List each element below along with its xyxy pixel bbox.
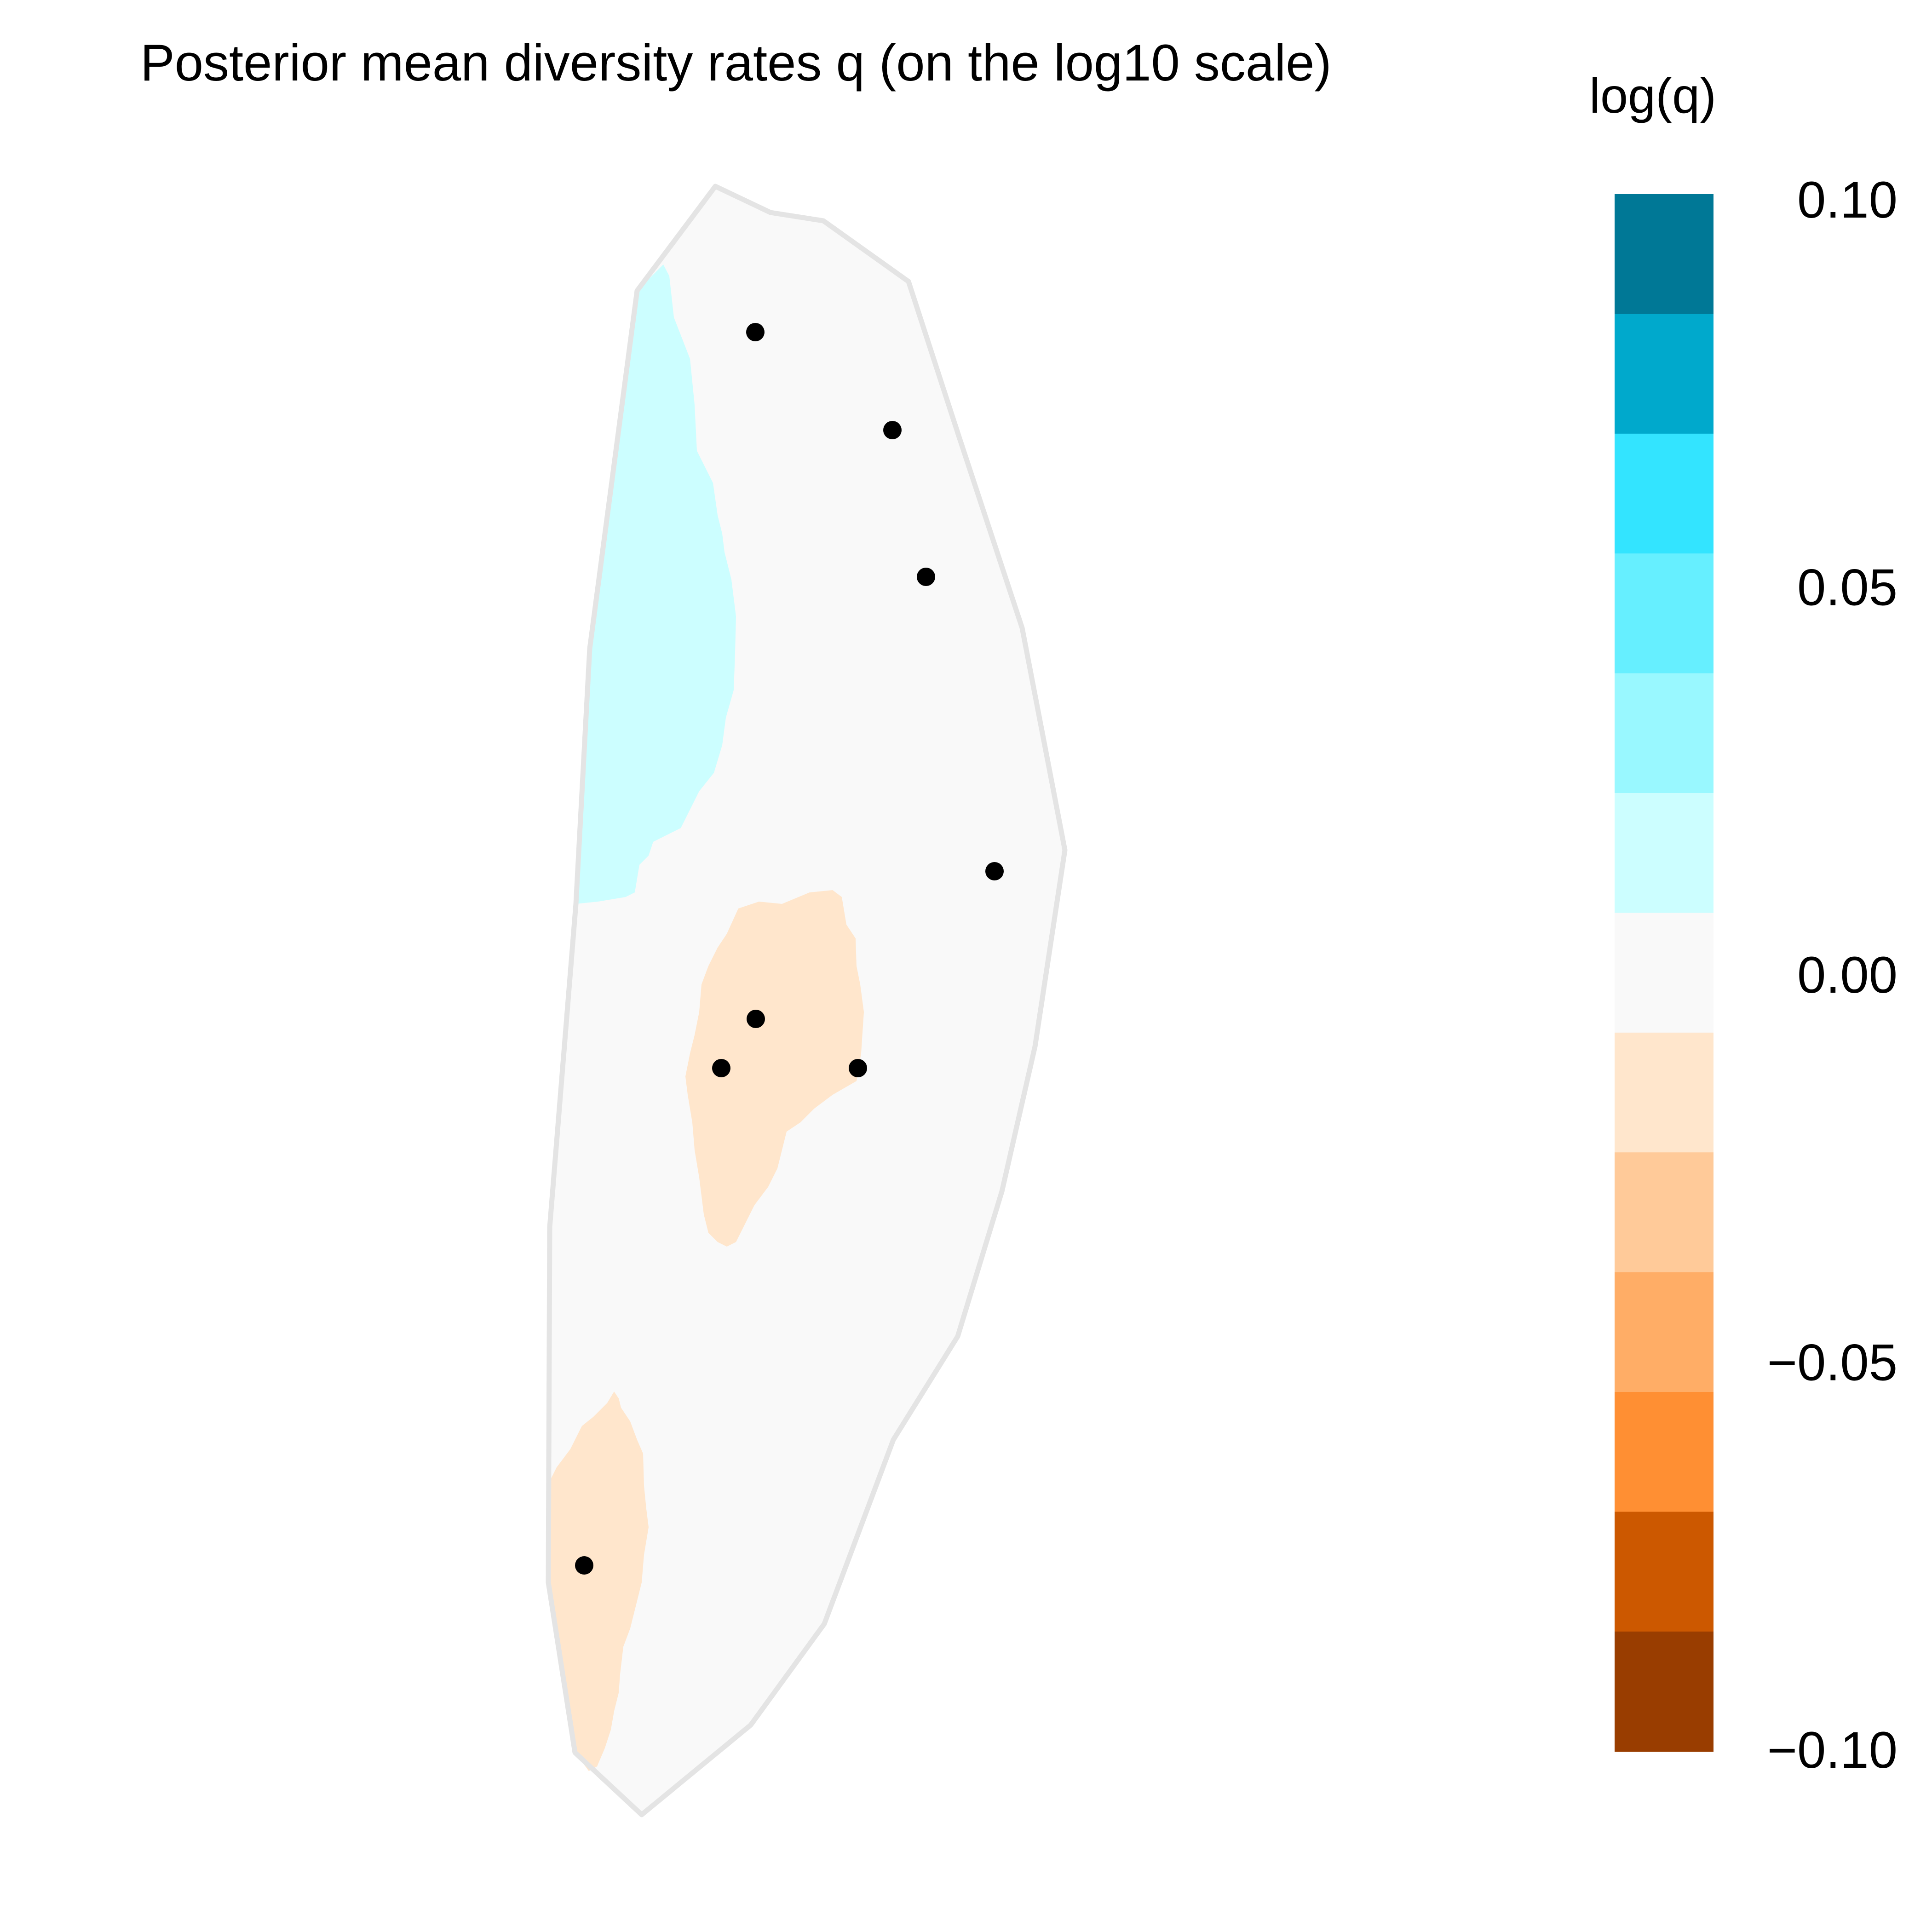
legend-color-bin bbox=[1615, 1512, 1714, 1632]
sample-point bbox=[746, 323, 765, 341]
legend-tick-label: −0.05 bbox=[1767, 1334, 1898, 1392]
map-layer bbox=[546, 184, 1068, 1817]
legend-color-bin bbox=[1615, 1392, 1714, 1512]
legend-colorbar bbox=[1615, 194, 1714, 1752]
sample-point bbox=[712, 1059, 730, 1077]
legend-tick-label: −0.10 bbox=[1767, 1721, 1898, 1779]
legend-color-bin bbox=[1615, 1272, 1714, 1392]
legend-tick-label: 0.00 bbox=[1797, 946, 1898, 1004]
sample-point bbox=[883, 421, 902, 439]
sample-point bbox=[917, 568, 935, 586]
legend-title: log(q) bbox=[1589, 68, 1716, 123]
legend-color-bin bbox=[1615, 1631, 1714, 1752]
chart-title: Posterior mean diversity rates q (on the… bbox=[140, 34, 1332, 92]
legend-color-bin bbox=[1615, 1152, 1714, 1273]
sample-point bbox=[747, 1010, 765, 1028]
legend-color-bin bbox=[1615, 793, 1714, 914]
high-diversity-region bbox=[576, 264, 736, 904]
legend-color-bin bbox=[1615, 553, 1714, 674]
legend: log(q) 0.10 0.05 0.00 −0.05 −0.10 bbox=[1589, 68, 1898, 1779]
legend-color-bin bbox=[1615, 913, 1714, 1033]
legend-color-bin bbox=[1615, 194, 1714, 315]
legend-ticks: 0.10 0.05 0.00 −0.05 −0.10 bbox=[1767, 171, 1898, 1779]
low-diversity-region-central bbox=[685, 890, 864, 1247]
legend-tick-label: 0.10 bbox=[1797, 171, 1898, 229]
legend-color-bin bbox=[1615, 1032, 1714, 1153]
legend-color-bin bbox=[1615, 433, 1714, 554]
legend-tick-label: 0.05 bbox=[1797, 559, 1898, 616]
sample-point bbox=[575, 1556, 593, 1575]
habitat-boundary bbox=[546, 184, 1068, 1817]
low-diversity-region-south bbox=[548, 1392, 649, 1771]
sample-points bbox=[575, 323, 1004, 1575]
legend-color-bin bbox=[1615, 673, 1714, 794]
sample-point bbox=[985, 862, 1004, 880]
sample-point bbox=[849, 1059, 867, 1077]
legend-color-bin bbox=[1615, 314, 1714, 434]
